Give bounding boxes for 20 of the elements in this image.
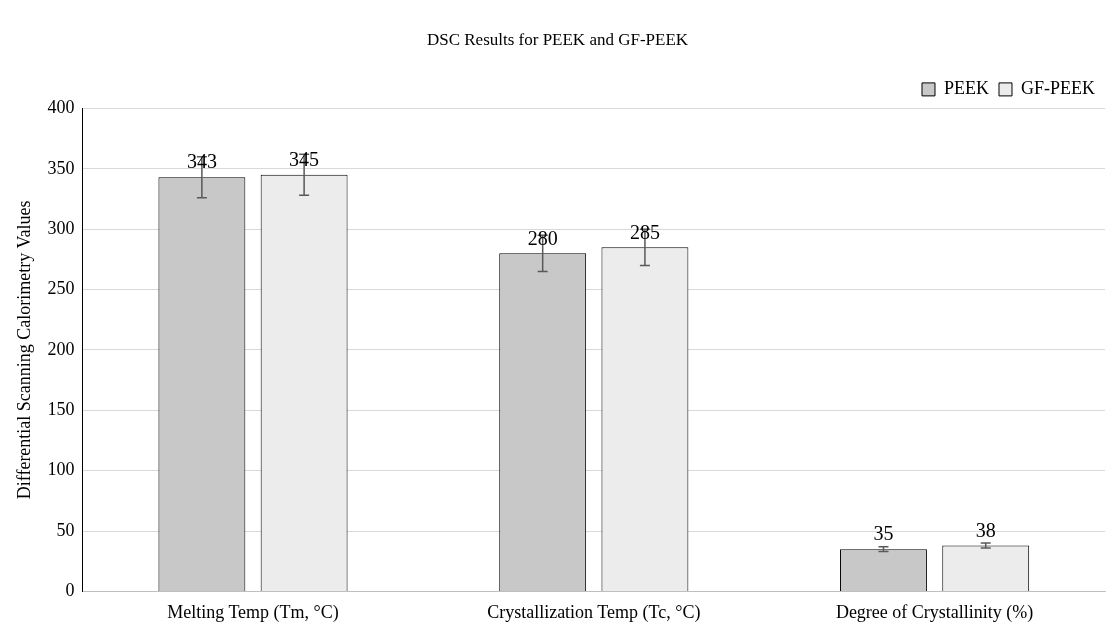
y-tick-label: 0 (65, 580, 75, 601)
y-tick-label: 250 (47, 278, 75, 299)
x-tick-label: Degree of Crystallinity (%) (835, 601, 1034, 623)
y-tick-label: 300 (47, 217, 75, 238)
y-tick-label: 100 (47, 459, 75, 480)
x-tick-label: Crystallization Temp (Tc, °C) (487, 601, 701, 623)
y-tick-label: 200 (47, 338, 75, 359)
x-tick-label: Melting Temp (Tm, °C) (167, 601, 339, 623)
data-label: 38 (975, 518, 996, 541)
chart-title: DSC Results for PEEK and GF-PEEK (426, 29, 689, 49)
legend-label: GF-PEEK (1021, 78, 1096, 99)
legend-label: PEEK (944, 78, 989, 99)
y-tick-label: 350 (47, 157, 75, 178)
y-tick-label: 150 (47, 399, 75, 420)
data-label: 280 (527, 226, 558, 249)
data-label: 285 (629, 220, 660, 243)
y-tick-label: 400 (47, 97, 75, 118)
y-axis-title: Differential Scanning Calorimetry Values (13, 200, 34, 500)
data-label: 35 (873, 522, 894, 545)
y-tick-label: 50 (56, 519, 75, 540)
